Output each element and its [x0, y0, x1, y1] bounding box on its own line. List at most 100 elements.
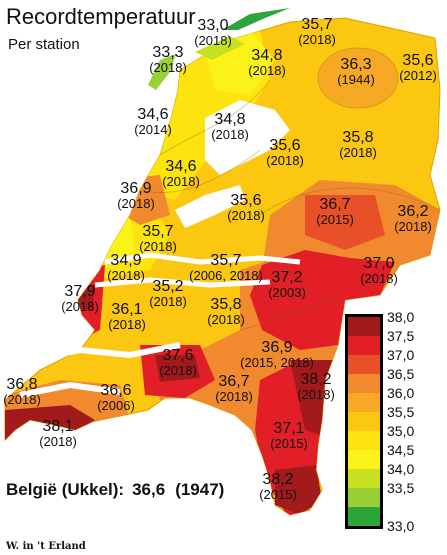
station-label: 33,3 (2018) [149, 44, 187, 75]
station-temp: 34,8 [214, 111, 246, 128]
wadden-islands [148, 8, 290, 90]
station-temp: 37,0 [363, 255, 395, 272]
station-year: (2018) [159, 363, 197, 378]
station-temp: 35,6 [230, 192, 262, 209]
station-temp: 37,1 [273, 420, 305, 437]
legend-swatch [348, 431, 380, 450]
legend-label: 37,5 [387, 328, 415, 344]
station-temp: 34,6 [137, 106, 169, 123]
station-temp: 36,9 [261, 339, 293, 356]
station-year: (2006) [97, 398, 135, 413]
station-label: 35,6 (2012) [399, 53, 437, 83]
legend-swatch [348, 355, 380, 374]
station-year: (2018) [139, 239, 177, 254]
station-label: 34,8 (2018) [211, 111, 249, 142]
station-year: (2015) [259, 487, 297, 502]
station-year: (2018) [108, 317, 146, 332]
station-year: (1944) [337, 72, 375, 87]
station-label: 35,2 (2018) [149, 278, 187, 309]
legend-label: 37,0 [387, 347, 415, 363]
markermeer [175, 185, 245, 228]
legend-swatch [348, 469, 380, 488]
legend-label: 35,0 [387, 423, 415, 439]
station-temp: 37,6 [162, 347, 194, 364]
station-year: (2018) [39, 434, 77, 449]
station-temp: 34,9 [110, 252, 142, 269]
author-credit: W. in 't Erland [6, 541, 86, 552]
legend-swatch [348, 393, 380, 412]
station-year: (2012) [399, 68, 437, 83]
station-year: (2018) [211, 127, 249, 142]
station-year: (2018) [227, 208, 265, 223]
station-year: (2018) [149, 60, 187, 75]
station-year: (2003) [268, 285, 306, 300]
station-temp: 35,7 [301, 16, 333, 33]
station-label: 37,1 (2015) [270, 420, 308, 451]
zone-38-0-south [275, 465, 322, 515]
water-features [19, 100, 301, 398]
legend-label: 33,5 [387, 480, 415, 496]
river-waal [94, 277, 271, 288]
station-temp: 37,2 [271, 269, 303, 286]
station-label: 38,2 (2015) [259, 472, 297, 502]
legend-label: 36,0 [387, 385, 415, 401]
station-year: (2015) [316, 212, 354, 227]
oosterschelde [29, 342, 181, 363]
station-year: (2018) [394, 219, 432, 234]
station-label: 34,6 (2014) [134, 106, 172, 137]
station-temp: 35,2 [152, 278, 184, 295]
station-label: 37,6 (2018) [159, 347, 197, 378]
legend-label: 35,5 [387, 404, 415, 420]
station-label: 34,8 (2018) [248, 47, 286, 78]
belgium-record: België (Ukkel): 36,6 (1947) [6, 480, 224, 500]
station-temp: 36,8 [6, 376, 38, 393]
station-label: 38,2 (2018) [297, 371, 335, 402]
station-label: 36,8 (2018) [3, 376, 41, 407]
station-label: 35,7 (2006, 2018) [189, 253, 263, 283]
station-temp: 38,2 [300, 371, 332, 388]
station-temp: 35,8 [210, 296, 242, 313]
station-year: (2018) [215, 389, 253, 404]
station-temp: 36,7 [218, 373, 250, 390]
zone-36-0-east [318, 48, 398, 108]
belgium-label: België (Ukkel): [6, 480, 125, 499]
ijsselmeer [205, 100, 290, 175]
station-temp: 37,9 [64, 283, 96, 300]
station-label: 38,1 (2018) [39, 418, 77, 449]
station-year: (2018) [339, 145, 377, 160]
legend-swatch [348, 336, 380, 355]
station-label: 35,8 (2018) [207, 296, 245, 327]
station-temp: 34,8 [251, 47, 283, 64]
color-legend: 38,0 37,5 37,0 36,5 36,0 35,5 35,0 34,5 34,0 33,5… [345, 309, 435, 540]
legend-swatch [348, 507, 380, 526]
map-subtitle: Per station [8, 36, 80, 53]
station-temp: 36,3 [340, 56, 372, 73]
station-year: (2018) [297, 387, 335, 402]
island-north-1 [222, 8, 290, 30]
legend-swatch [348, 450, 380, 469]
river-rhine [104, 252, 301, 265]
station-year: (2018) [61, 299, 99, 314]
station-temp: 36,7 [319, 196, 351, 213]
station-year: (2018) [149, 294, 187, 309]
zone-37-0-limburg-north [250, 250, 395, 350]
station-label: 37,2 (2003) [268, 269, 306, 300]
station-year: (2018) [266, 153, 304, 168]
station-label: 33,0 (2018) [194, 18, 232, 48]
station-year: (2018) [3, 392, 41, 407]
station-year: (2018) [117, 196, 155, 211]
station-temp: 34,6 [165, 158, 197, 175]
station-temp: 38,1 [42, 418, 74, 435]
station-year: (2018) [162, 174, 200, 189]
legend-swatch [348, 317, 380, 336]
belgium-value: 36,6 [132, 480, 166, 499]
station-temp: 36,6 [100, 382, 132, 399]
station-label: 36,7 (2015) [316, 196, 354, 227]
station-label: 36,3 (1944) [337, 56, 375, 87]
island-vlieland [195, 36, 245, 60]
station-temp: 33,3 [152, 44, 184, 61]
legend-color-bar [345, 314, 383, 529]
belgium-year: (1947) [175, 480, 225, 499]
map-title: Recordtemperatuur [6, 4, 196, 29]
